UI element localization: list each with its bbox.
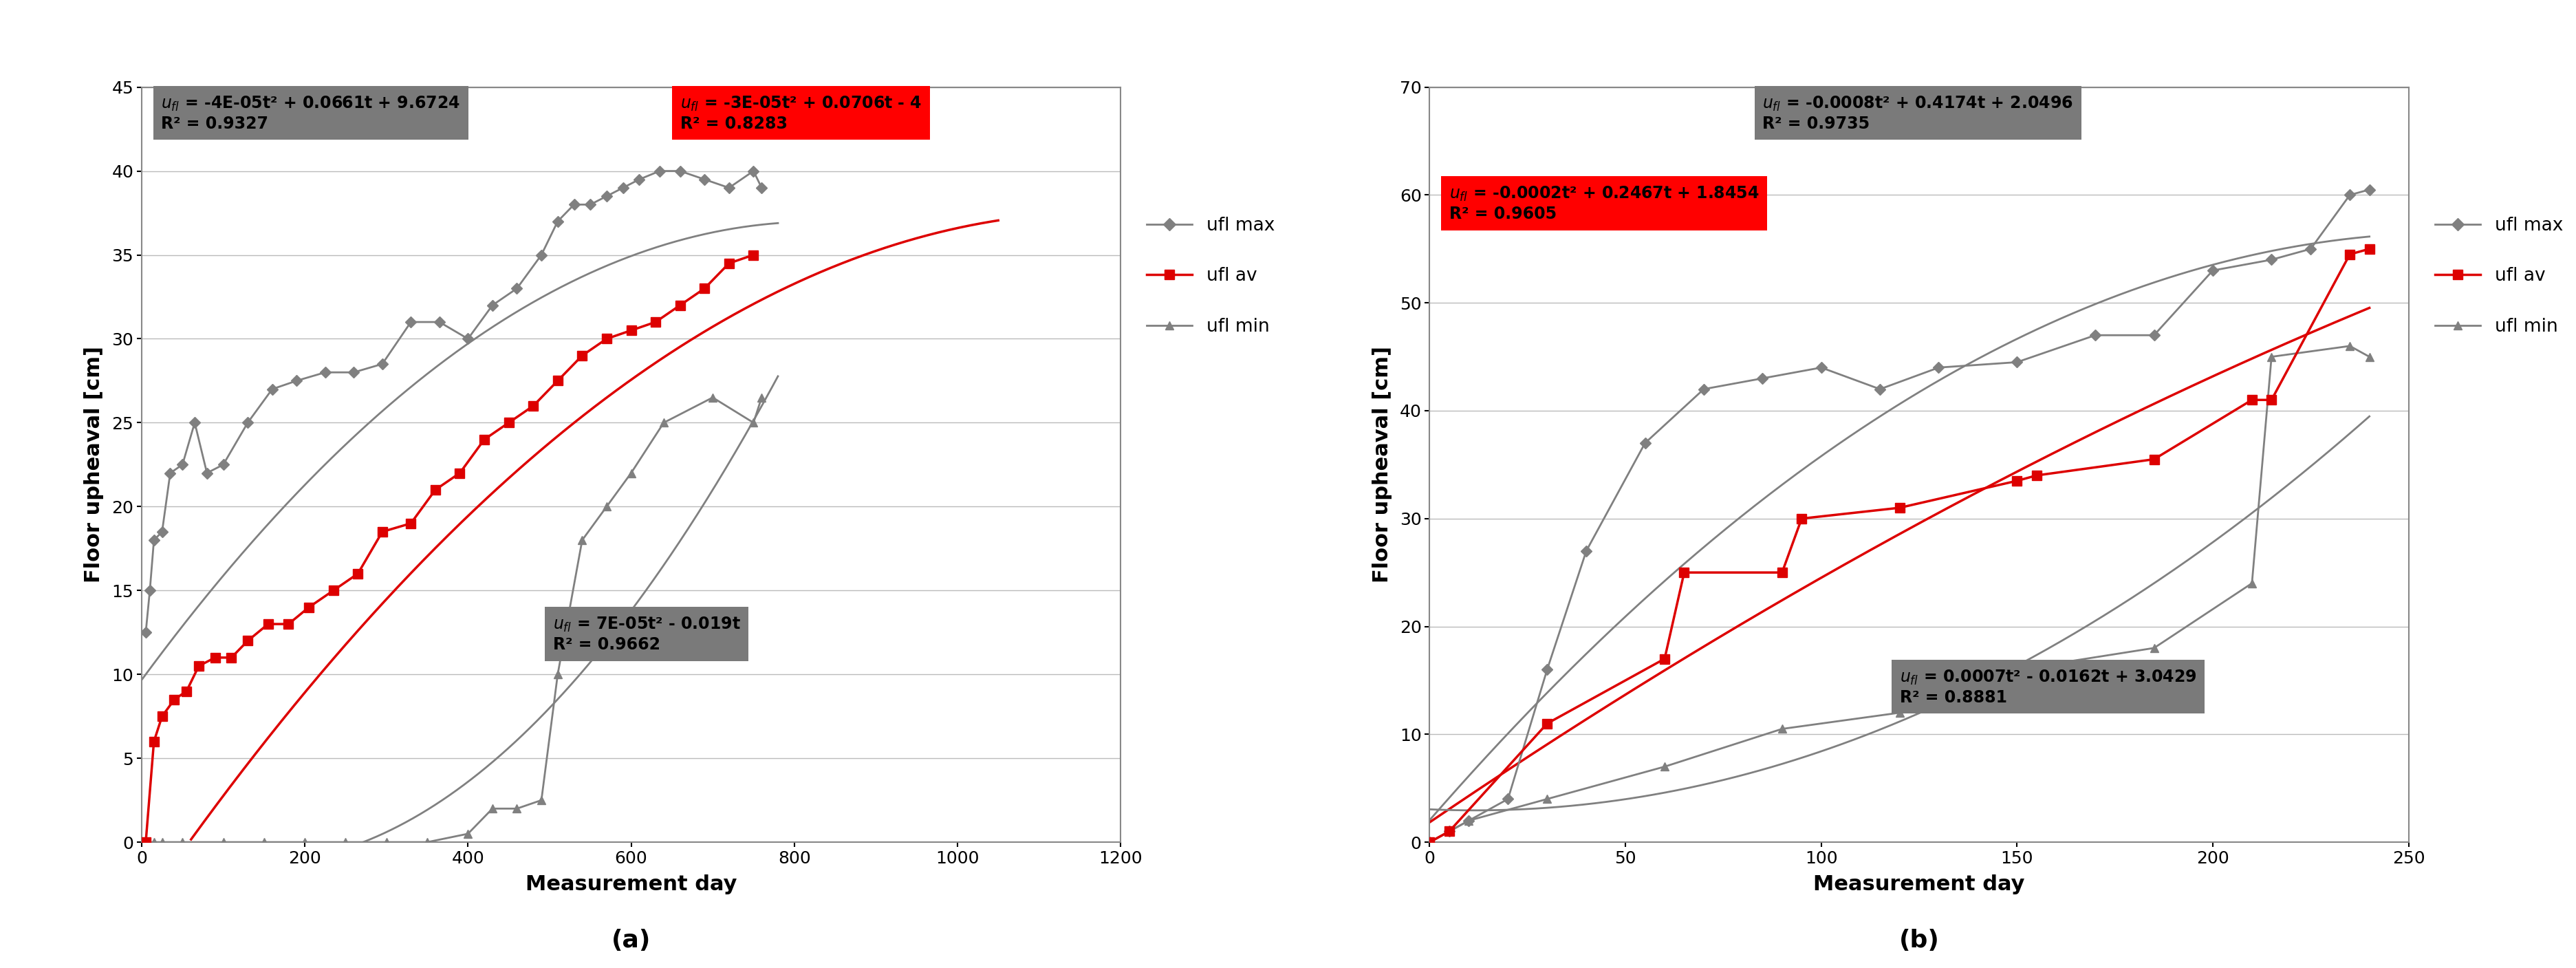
Y-axis label: Floor upheaval [cm]: Floor upheaval [cm]	[1373, 347, 1391, 583]
X-axis label: Measurement day: Measurement day	[1814, 874, 2025, 894]
Text: $u_{fl}$ = -4E-05t² + 0.0661t + 9.6724
R² = 0.9327: $u_{fl}$ = -4E-05t² + 0.0661t + 9.6724 R…	[162, 95, 461, 132]
Text: $u_{fl}$ = -0.0008t² + 0.4174t + 2.0496
R² = 0.9735: $u_{fl}$ = -0.0008t² + 0.4174t + 2.0496 …	[1762, 95, 2074, 132]
X-axis label: Measurement day: Measurement day	[526, 874, 737, 894]
Text: $u_{fl}$ = -3E-05t² + 0.0706t - 4
R² = 0.8283: $u_{fl}$ = -3E-05t² + 0.0706t - 4 R² = 0…	[680, 95, 922, 132]
Text: $u_{fl}$ = -0.0002t² + 0.2467t + 1.8454
R² = 0.9605: $u_{fl}$ = -0.0002t² + 0.2467t + 1.8454 …	[1450, 185, 1759, 223]
Text: $u_{fl}$ = 7E-05t² - 0.019t
R² = 0.9662: $u_{fl}$ = 7E-05t² - 0.019t R² = 0.9662	[554, 616, 739, 652]
Text: (a): (a)	[611, 928, 652, 952]
Y-axis label: Floor upheaval [cm]: Floor upheaval [cm]	[85, 347, 103, 583]
Legend: ufl max, ufl av, ufl min: ufl max, ufl av, ufl min	[2427, 209, 2571, 343]
Legend: ufl max, ufl av, ufl min: ufl max, ufl av, ufl min	[1139, 209, 1283, 343]
Text: $u_{fl}$ = 0.0007t² - 0.0162t + 3.0429
R² = 0.8881: $u_{fl}$ = 0.0007t² - 0.0162t + 3.0429 R…	[1899, 669, 2197, 706]
Text: (b): (b)	[1899, 928, 1940, 952]
